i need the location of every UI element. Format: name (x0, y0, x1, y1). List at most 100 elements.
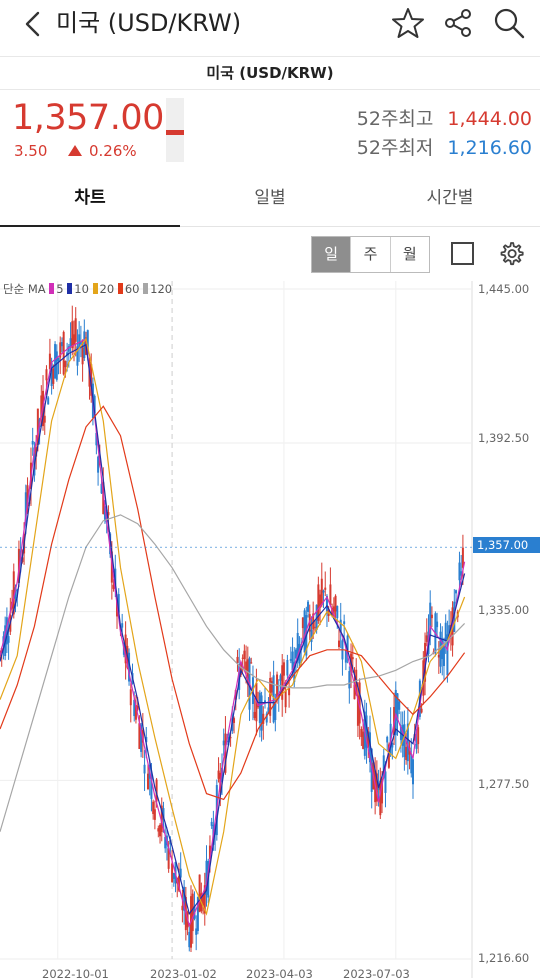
app-bar: 미국 (USD/KRW) (0, 0, 540, 48)
candle-body (324, 587, 327, 590)
candle-body (339, 619, 342, 633)
tab-daily[interactable]: 일별 (254, 188, 286, 208)
candle-body (368, 732, 371, 763)
candle-body (375, 773, 378, 802)
candle-body (31, 441, 34, 445)
candle-body (52, 368, 55, 384)
candle-body (121, 623, 124, 628)
ma-line-20 (0, 337, 466, 916)
candle-body (153, 809, 156, 820)
candle-body (289, 658, 292, 661)
candle-body (367, 731, 370, 748)
fullscreen-checkbox-icon[interactable] (451, 242, 474, 265)
candle-body (442, 645, 445, 667)
y-tick-label: 1,277.50 (478, 777, 530, 791)
candle-body (386, 736, 389, 743)
candle-body (270, 681, 273, 693)
ma-line-120 (0, 514, 466, 832)
candle-body (97, 456, 100, 473)
search-icon[interactable] (492, 6, 526, 40)
candle-body (269, 677, 272, 716)
star-icon[interactable] (391, 6, 425, 40)
ma-swatch (143, 283, 149, 294)
candle-body (396, 693, 399, 721)
candle-body (301, 617, 304, 629)
current-price: 1,357.00 (12, 98, 164, 138)
tab-bar: 차트 일별 시간별 (0, 170, 540, 227)
candle-body (344, 650, 347, 663)
week52-high-label: 52주최고 (356, 108, 434, 130)
period-month-button[interactable]: 월 (389, 237, 429, 272)
week52-low-label: 52주최저 (356, 137, 434, 159)
chart-canvas (0, 281, 473, 978)
candle-body (234, 690, 237, 700)
candle-body (45, 369, 48, 381)
candle-body (136, 705, 139, 710)
candle-body (86, 330, 89, 354)
x-tick-label: 2023-01-02 (150, 967, 217, 978)
candle-body (308, 614, 311, 632)
candle-body (129, 689, 132, 706)
tab-hourly[interactable]: 시간별 (426, 188, 474, 208)
candle-body (417, 727, 420, 745)
candle-body (48, 353, 51, 370)
candle-body (76, 346, 79, 366)
candle-body (203, 885, 206, 914)
day-range-bar (166, 98, 184, 162)
x-tick-label: 2023-04-03 (246, 967, 313, 978)
candle-body (107, 512, 110, 516)
back-chevron-icon[interactable] (20, 10, 46, 38)
candle-body (140, 724, 143, 752)
candle-body (336, 605, 339, 619)
candle-body (14, 587, 17, 599)
week52-low-value: 1,216.60 (447, 137, 532, 159)
candle-body (412, 759, 414, 785)
candle-body (60, 342, 63, 347)
candle-body (444, 622, 447, 642)
candle-body (90, 363, 93, 396)
candle-body (346, 635, 349, 650)
candle-body (128, 652, 131, 682)
candle-body (191, 893, 194, 932)
candle-body (334, 595, 337, 612)
ma-legend-title: 단순 MA (3, 282, 46, 296)
candle-body (143, 764, 146, 774)
price-chart[interactable]: 단순 MA 5 10 20 60 120 1,445.00 1,392.50 1… (0, 281, 540, 978)
candle-body (146, 773, 149, 790)
candle-body (105, 509, 108, 523)
share-icon[interactable] (441, 6, 475, 40)
candle-body (195, 928, 198, 935)
gear-icon[interactable] (497, 240, 525, 268)
candle-body (413, 734, 416, 741)
week52-high: 52주최고 1,444.00 (357, 104, 532, 131)
candle-body (196, 896, 199, 932)
candle-body (152, 801, 155, 814)
candle-body (415, 743, 418, 749)
candle-body (183, 886, 186, 911)
candle-body (377, 786, 380, 790)
candle-body (83, 331, 86, 359)
candle-body (150, 775, 153, 799)
candle-body (160, 805, 163, 833)
ma-swatch (117, 283, 123, 294)
candle-body (398, 701, 401, 710)
candle-body (222, 740, 225, 746)
period-week-button[interactable]: 주 (350, 237, 389, 272)
candle-body (26, 485, 29, 507)
candle-body (233, 718, 236, 723)
candle-body (381, 780, 384, 804)
candle-body (307, 601, 310, 612)
period-day-button[interactable]: 일 (312, 237, 351, 272)
candle-body (162, 808, 165, 820)
ma-swatch (92, 283, 98, 294)
candle-body (387, 744, 390, 768)
candle-body (425, 635, 428, 642)
candle-body (429, 602, 432, 636)
candle-body (55, 351, 58, 380)
tab-chart[interactable]: 차트 (0, 170, 180, 227)
candle-body (358, 682, 361, 724)
candle-body (95, 432, 98, 446)
candle-body (155, 779, 158, 802)
candle-body (394, 689, 397, 736)
candle-body (281, 665, 284, 700)
